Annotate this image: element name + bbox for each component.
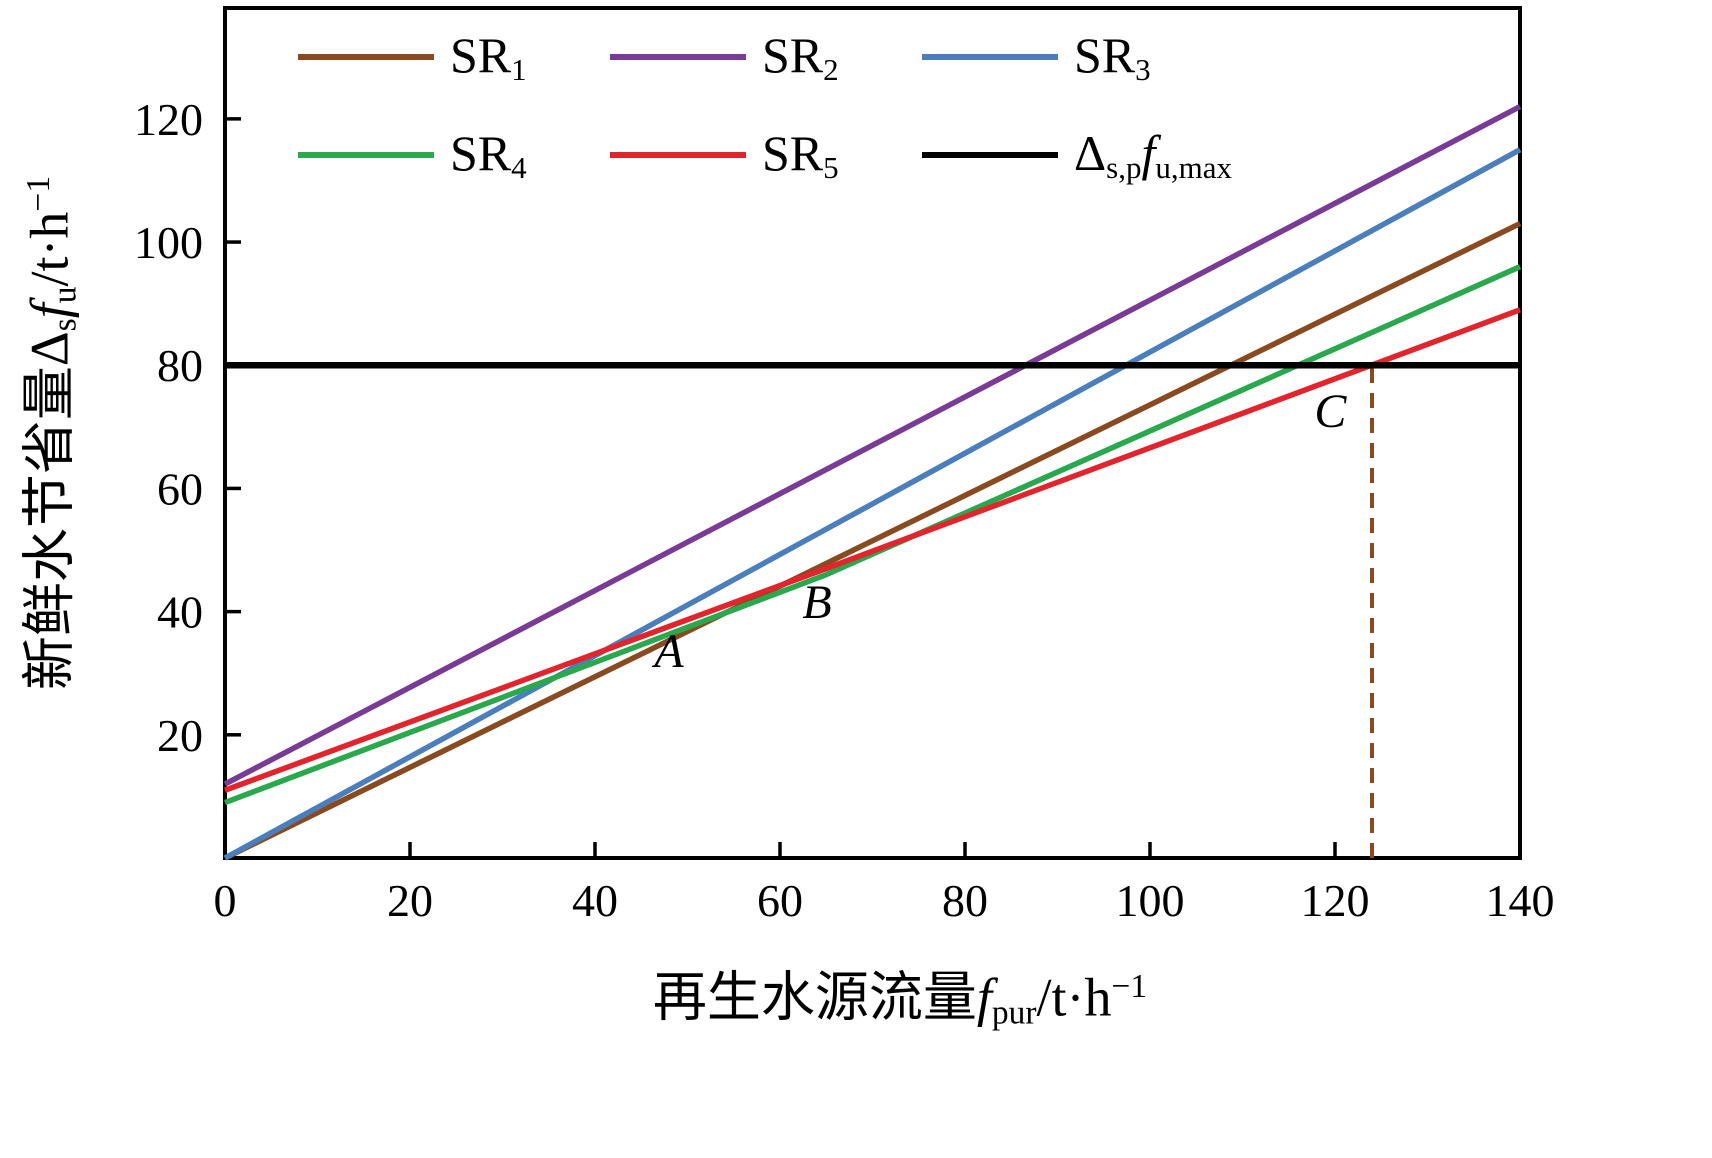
rich-text-part: 5: [823, 149, 839, 185]
rich-text-part: /t·h: [19, 211, 80, 287]
rich-text-part: SR: [762, 26, 824, 83]
rich-text-part: SR: [450, 124, 512, 181]
rich-text-part: SR: [762, 124, 824, 181]
y-tick-label: 60: [157, 463, 203, 514]
legend-label: SR1: [450, 30, 527, 85]
series-line-SR5: [224, 307, 1521, 793]
legend-row: SR1 SR2 SR3: [298, 28, 1234, 86]
legend-item: SR2: [610, 30, 922, 85]
plot-border: [223, 6, 1522, 860]
annotation-B: B: [802, 576, 831, 629]
rich-text-part: 3: [1135, 51, 1151, 87]
rich-text-part: 新鲜水节省量: [19, 366, 80, 691]
annotation-C: C: [1314, 385, 1347, 438]
x-tick-label: 100: [1116, 875, 1185, 926]
rich-text-part: f: [1141, 124, 1156, 181]
y-tick-label: 80: [157, 340, 203, 391]
x-tick-label: 0: [214, 875, 237, 926]
x-tick-label: 140: [1486, 875, 1555, 926]
series-line-SR1: [223, 221, 1522, 861]
rich-text-part: u: [46, 286, 84, 304]
rich-text-part: 4: [511, 149, 527, 185]
legend-line-swatch: [922, 152, 1058, 158]
rich-text-part: 再生水源流量: [652, 967, 977, 1028]
rich-text-part: 2: [823, 51, 839, 87]
x-axis-title: 再生水源流量fpur/t·h−1: [653, 970, 1147, 1030]
legend-item: SR1: [298, 30, 610, 85]
legend-item: SR4: [298, 128, 610, 183]
legend-line-swatch: [298, 152, 434, 158]
rich-text-part: f: [19, 303, 80, 319]
legend-item: SR5: [610, 128, 922, 183]
rich-text-part: u,max: [1155, 149, 1233, 185]
rich-text-part: s: [46, 318, 84, 332]
rich-text-part: Δ: [19, 331, 80, 367]
series-line-SR3: [223, 147, 1522, 861]
rich-text-part: /t·h: [1036, 967, 1112, 1028]
rich-text-part: SR: [1074, 26, 1136, 83]
rich-text-part: pur: [991, 994, 1037, 1032]
y-axis-title: 新鲜水节省量Δsfu/t·h−1: [19, 175, 84, 691]
legend-label: SR5: [762, 128, 839, 183]
legend-item: SR3: [922, 30, 1234, 85]
y-tick-label: 40: [157, 587, 203, 638]
legend-line-swatch: [610, 152, 746, 158]
y-tick-label: 20: [157, 710, 203, 761]
y-tick-label: 100: [134, 217, 203, 268]
legend-line-swatch: [298, 54, 434, 60]
legend-label: Δs,pfu,max: [1074, 128, 1232, 183]
legend: SR1 SR2 SR3 SR4 SR5 Δs,pfu,max: [298, 28, 1234, 224]
y-tick-label: 120: [134, 94, 203, 145]
legend-line-swatch: [922, 54, 1058, 60]
annotation-A: A: [651, 625, 684, 678]
rich-text-part: s,p: [1106, 149, 1142, 185]
x-tick-label: 20: [387, 875, 433, 926]
rich-text-part: 1: [511, 51, 527, 87]
legend-label: SR2: [762, 30, 839, 85]
rich-text-part: SR: [450, 26, 512, 83]
rich-text-part: Δ: [1074, 124, 1107, 181]
x-tick-label: 40: [572, 875, 618, 926]
legend-row: SR4 SR5 Δs,pfu,max: [298, 126, 1234, 184]
legend-label: SR3: [1074, 30, 1151, 85]
x-tick-label: 80: [942, 875, 988, 926]
rich-text-part: −1: [1111, 967, 1148, 1005]
legend-line-swatch: [610, 54, 746, 60]
x-tick-label: 120: [1301, 875, 1370, 926]
legend-label: SR4: [450, 128, 527, 183]
x-tick-label: 60: [757, 875, 803, 926]
series-line-SR2: [223, 104, 1522, 787]
series-line-SR4: [224, 264, 1522, 806]
legend-item: Δs,pfu,max: [922, 128, 1234, 183]
rich-text-part: f: [976, 967, 992, 1028]
rich-text-part: −1: [19, 175, 57, 212]
